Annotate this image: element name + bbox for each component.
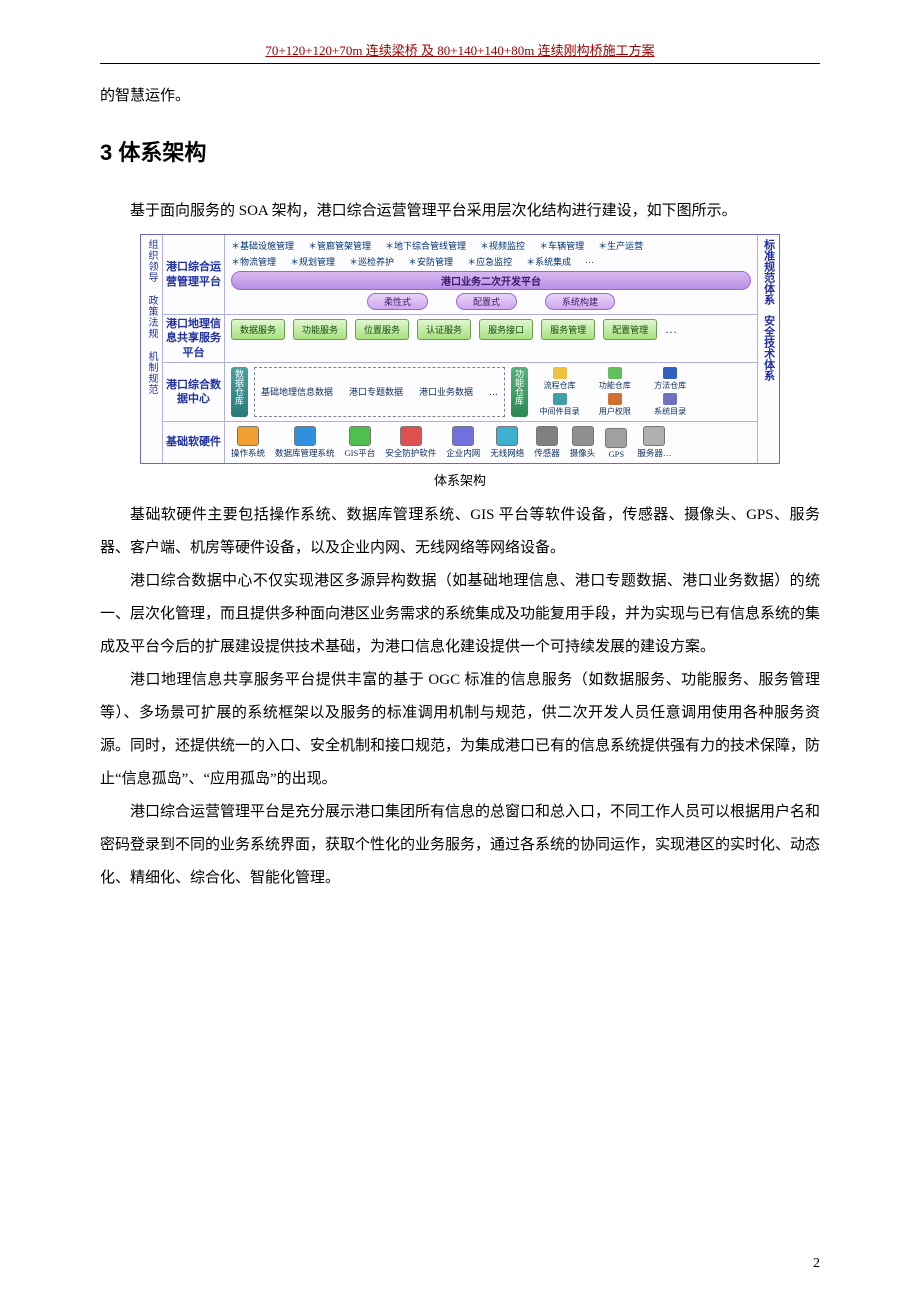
hw-icon: 操作系统 (231, 426, 265, 459)
section-heading: 3 体系架构 (100, 135, 820, 167)
repo-icon: 中间件目录 (534, 393, 585, 417)
row3-label: 港口综合数据中心 (163, 363, 225, 421)
star-item: ＊巡检养护 (349, 255, 394, 268)
row1-pills: 柔性式 配置式 系统构建 (231, 293, 751, 310)
diagram-row-hardware: 基础软硬件 操作系统数据库管理系统 GIS平台安全防护软件企业内网无线网络传感器摄… (163, 422, 757, 463)
row1-stars-top: ＊基础设施管理 ＊管廊管架管理 ＊地下综合管线管理 ＊视频监控 ＊车辆管理 ＊生产运营 (231, 239, 751, 252)
star-item: … (585, 255, 594, 268)
page: 70+120+120+70m 连续梁桥 及 80+140+140+80m 连续刚… (0, 0, 920, 955)
diagram-row-datacenter: 港口综合数据中心 数据仓库 基础地理信息数据 港口专题数据 港口业务数据 … 功… (163, 363, 757, 422)
architecture-diagram: 组织领导 政策法规 机制规范 港口综合运营管理平台 ＊基础设施管理 ＊管廊管架管理… (140, 234, 780, 464)
star-item: ＊系统集成 (526, 255, 571, 268)
row4-body: 操作系统数据库管理系统 GIS平台安全防护软件企业内网无线网络传感器摄像头 GPS 服… (225, 422, 757, 463)
right-col-bot: 安全技术体系 (761, 315, 775, 381)
row1-purple-bar: 港口业务二次开发平台 (231, 271, 751, 290)
service-item: 配置管理 (603, 319, 657, 340)
service-item: 服务接口 (479, 319, 533, 340)
row3-body: 数据仓库 基础地理信息数据 港口专题数据 港口业务数据 … 功能仓库 流程仓库功… (225, 363, 757, 421)
row3-icon-cluster: 流程仓库功能仓库方法仓库中间件目录用户权限系统目录 (534, 367, 751, 417)
row1-stars-bot: ＊物流管理 ＊规划管理 ＊巡检养护 ＊安防管理 ＊应急监控 ＊系统集成 … (231, 255, 751, 268)
diagram-mid-column: 港口综合运营管理平台 ＊基础设施管理＊管廊管架管理＊地下综合管线管理＊视频监控＊… (163, 235, 757, 463)
hw-icon: 无线网络 (490, 426, 524, 459)
row4-hw-row: 操作系统数据库管理系统 GIS平台安全防护软件企业内网无线网络传感器摄像头 GPS 服… (231, 426, 751, 459)
hw-icon: GPS (605, 428, 627, 459)
diagram-right-column: 标准规范体系 安全技术体系 (757, 235, 779, 463)
service-item: 服务管理 (541, 319, 595, 340)
dash-item: 港口专题数据 (349, 385, 403, 398)
dash-item: 港口业务数据 (419, 385, 473, 398)
paragraph-2: 港口综合数据中心不仅实现港区多源异构数据（如基础地理信息、港口专题数据、港口业务… (100, 565, 820, 664)
diagram-left-column: 组织领导 政策法规 机制规范 (141, 235, 163, 463)
service-item: 数据服务 (231, 319, 285, 340)
pill-item: 配置式 (456, 293, 517, 310)
row1-label: 港口综合运营管理平台 (163, 235, 225, 314)
star-item: ＊视频监控 (480, 239, 525, 252)
row3-left-box: 数据仓库 (231, 367, 248, 417)
row2-label: 港口地理信息共享服务平台 (163, 315, 225, 362)
row2-services: 数据服务功能服务位置服务认证服务服务接口服务管理配置管理 … (231, 319, 751, 340)
repo-icon: 方法仓库 (645, 367, 696, 391)
repo-icon (700, 393, 751, 417)
row3-right-box: 功能仓库 (511, 367, 528, 417)
header-rule (100, 63, 820, 64)
dots: … (665, 322, 679, 337)
diagram-row-services: 港口地理信息共享服务平台 数据服务功能服务位置服务认证服务服务接口服务管理配置管… (163, 315, 757, 363)
hw-icon: 数据库管理系统 (275, 426, 335, 459)
service-item: 认证服务 (417, 319, 471, 340)
repo-icon: 流程仓库 (534, 367, 585, 391)
repo-icon: 用户权限 (589, 393, 640, 417)
diagram-row-platform: 港口综合运营管理平台 ＊基础设施管理＊管廊管架管理＊地下综合管线管理＊视频监控＊… (163, 235, 757, 315)
left-col-text: 组织领导 政策法规 机制规范 (145, 239, 158, 395)
trailing-line: 的智慧运作。 (100, 80, 820, 113)
hw-icon: 服务器… (637, 426, 671, 459)
paragraph-4: 港口综合运营管理平台是充分展示港口集团所有信息的总窗口和总入口，不同工作人员可以… (100, 796, 820, 895)
hw-icon: GIS平台 (345, 426, 376, 459)
star-item: ＊基础设施管理 (231, 239, 294, 252)
paragraph-3: 港口地理信息共享服务平台提供丰富的基于 OGC 标准的信息服务（如数据服务、功能… (100, 664, 820, 796)
repo-icon: 功能仓库 (589, 367, 640, 391)
pill-item: 柔性式 (367, 293, 428, 310)
row2-body: 数据服务功能服务位置服务认证服务服务接口服务管理配置管理 … (225, 315, 757, 362)
row1-body: ＊基础设施管理 ＊管廊管架管理 ＊地下综合管线管理 ＊视频监控 ＊车辆管理 ＊生产运营 ＊… (225, 235, 757, 314)
intro-paragraph: 基于面向服务的 SOA 架构，港口综合运营管理平台采用层次化结构进行建设，如下图… (100, 195, 820, 228)
paragraph-1: 基础软硬件主要包括操作系统、数据库管理系统、GIS 平台等软件设备，传感器、摄像… (100, 499, 820, 565)
repo-icon (700, 367, 751, 391)
hw-icon: 企业内网 (446, 426, 480, 459)
right-col-top: 标准规范体系 (761, 239, 775, 305)
row3-dash-box: 基础地理信息数据 港口专题数据 港口业务数据 … (254, 367, 505, 417)
repo-icon: 系统目录 (645, 393, 696, 417)
star-item: ＊地下综合管线管理 (385, 239, 466, 252)
hw-icon: 摄像头 (570, 426, 596, 459)
hw-icon: 传感器 (534, 426, 560, 459)
star-item: ＊安防管理 (408, 255, 453, 268)
service-item: 位置服务 (355, 319, 409, 340)
hw-icon: 安全防护软件 (385, 426, 436, 459)
page-number: 2 (813, 1256, 820, 1272)
running-header: 70+120+120+70m 连续梁桥 及 80+140+140+80m 连续刚… (100, 40, 820, 63)
star-item: ＊生产运营 (598, 239, 643, 252)
star-item: ＊管廊管架管理 (308, 239, 371, 252)
pill-item: 系统构建 (545, 293, 615, 310)
dash-dots: … (489, 387, 498, 397)
dash-item: 基础地理信息数据 (261, 385, 333, 398)
row4-label: 基础软硬件 (163, 422, 225, 463)
star-item: ＊物流管理 (231, 255, 276, 268)
service-item: 功能服务 (293, 319, 347, 340)
star-item: ＊应急监控 (467, 255, 512, 268)
star-item: ＊车辆管理 (539, 239, 584, 252)
star-item: ＊规划管理 (290, 255, 335, 268)
diagram-caption: 体系架构 (100, 470, 820, 489)
